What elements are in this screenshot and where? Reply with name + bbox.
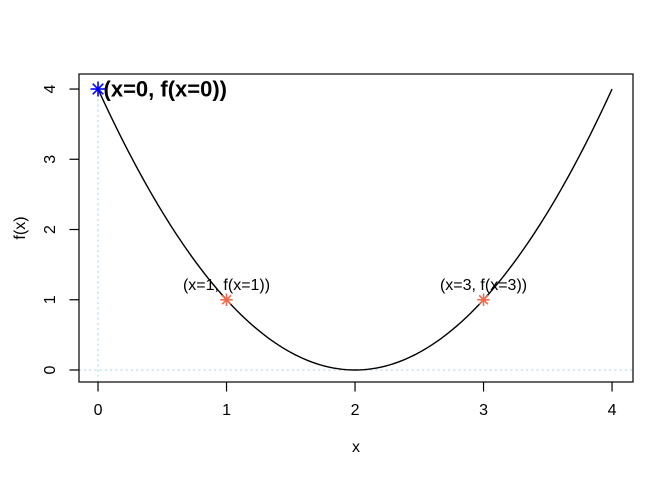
x-tick-label: 0 bbox=[94, 402, 103, 419]
data-point-asterisk bbox=[477, 293, 490, 306]
data-point-asterisk bbox=[90, 81, 106, 97]
point-label: (x=0, f(x=0)) bbox=[104, 77, 228, 102]
x-tick-label: 2 bbox=[351, 402, 360, 419]
x-axis-title: x bbox=[352, 439, 360, 456]
x-tick-label: 1 bbox=[222, 402, 231, 419]
data-point-asterisk bbox=[220, 293, 233, 306]
x-tick-label: 3 bbox=[479, 402, 488, 419]
function-curve bbox=[97, 88, 613, 371]
y-tick-label: 2 bbox=[42, 225, 59, 234]
x-tick-label: 4 bbox=[608, 402, 617, 419]
point-label: (x=1, f(x=1)) bbox=[183, 277, 270, 294]
reference-lines-layer bbox=[79, 89, 633, 382]
y-axis-title: f(x) bbox=[12, 216, 29, 239]
data-points-layer: (x=0, f(x=0)) (x=1, f(x=1)) (x=3, f(x=3)) bbox=[90, 77, 527, 306]
y-tick-label: 0 bbox=[42, 365, 59, 374]
y-tick-label: 3 bbox=[42, 155, 59, 164]
point-label: (x=3, f(x=3)) bbox=[440, 277, 527, 294]
asterisk-stroke bbox=[478, 294, 489, 305]
y-tick-label: 4 bbox=[42, 84, 59, 93]
y-tick-label: 1 bbox=[42, 295, 59, 304]
asterisk-stroke bbox=[221, 294, 232, 305]
function-curve-layer bbox=[97, 88, 613, 371]
asterisk-stroke bbox=[92, 83, 104, 95]
plot-frame bbox=[78, 73, 634, 383]
axes-layer: 0 1 2 3 4 0 1 2 3 4 bbox=[42, 73, 634, 419]
